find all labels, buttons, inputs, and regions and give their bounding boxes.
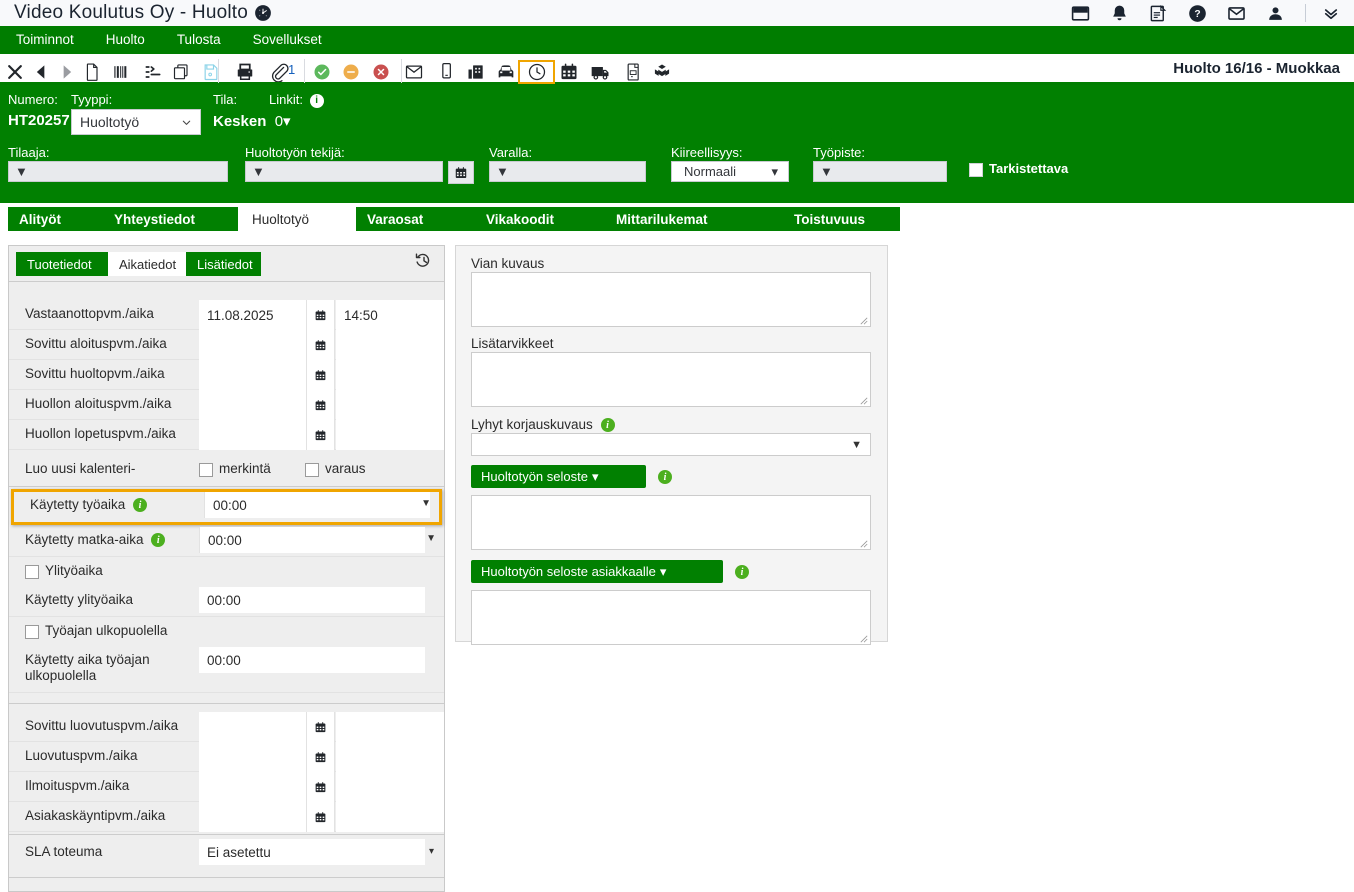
svg-text:?: ? (1194, 9, 1200, 20)
